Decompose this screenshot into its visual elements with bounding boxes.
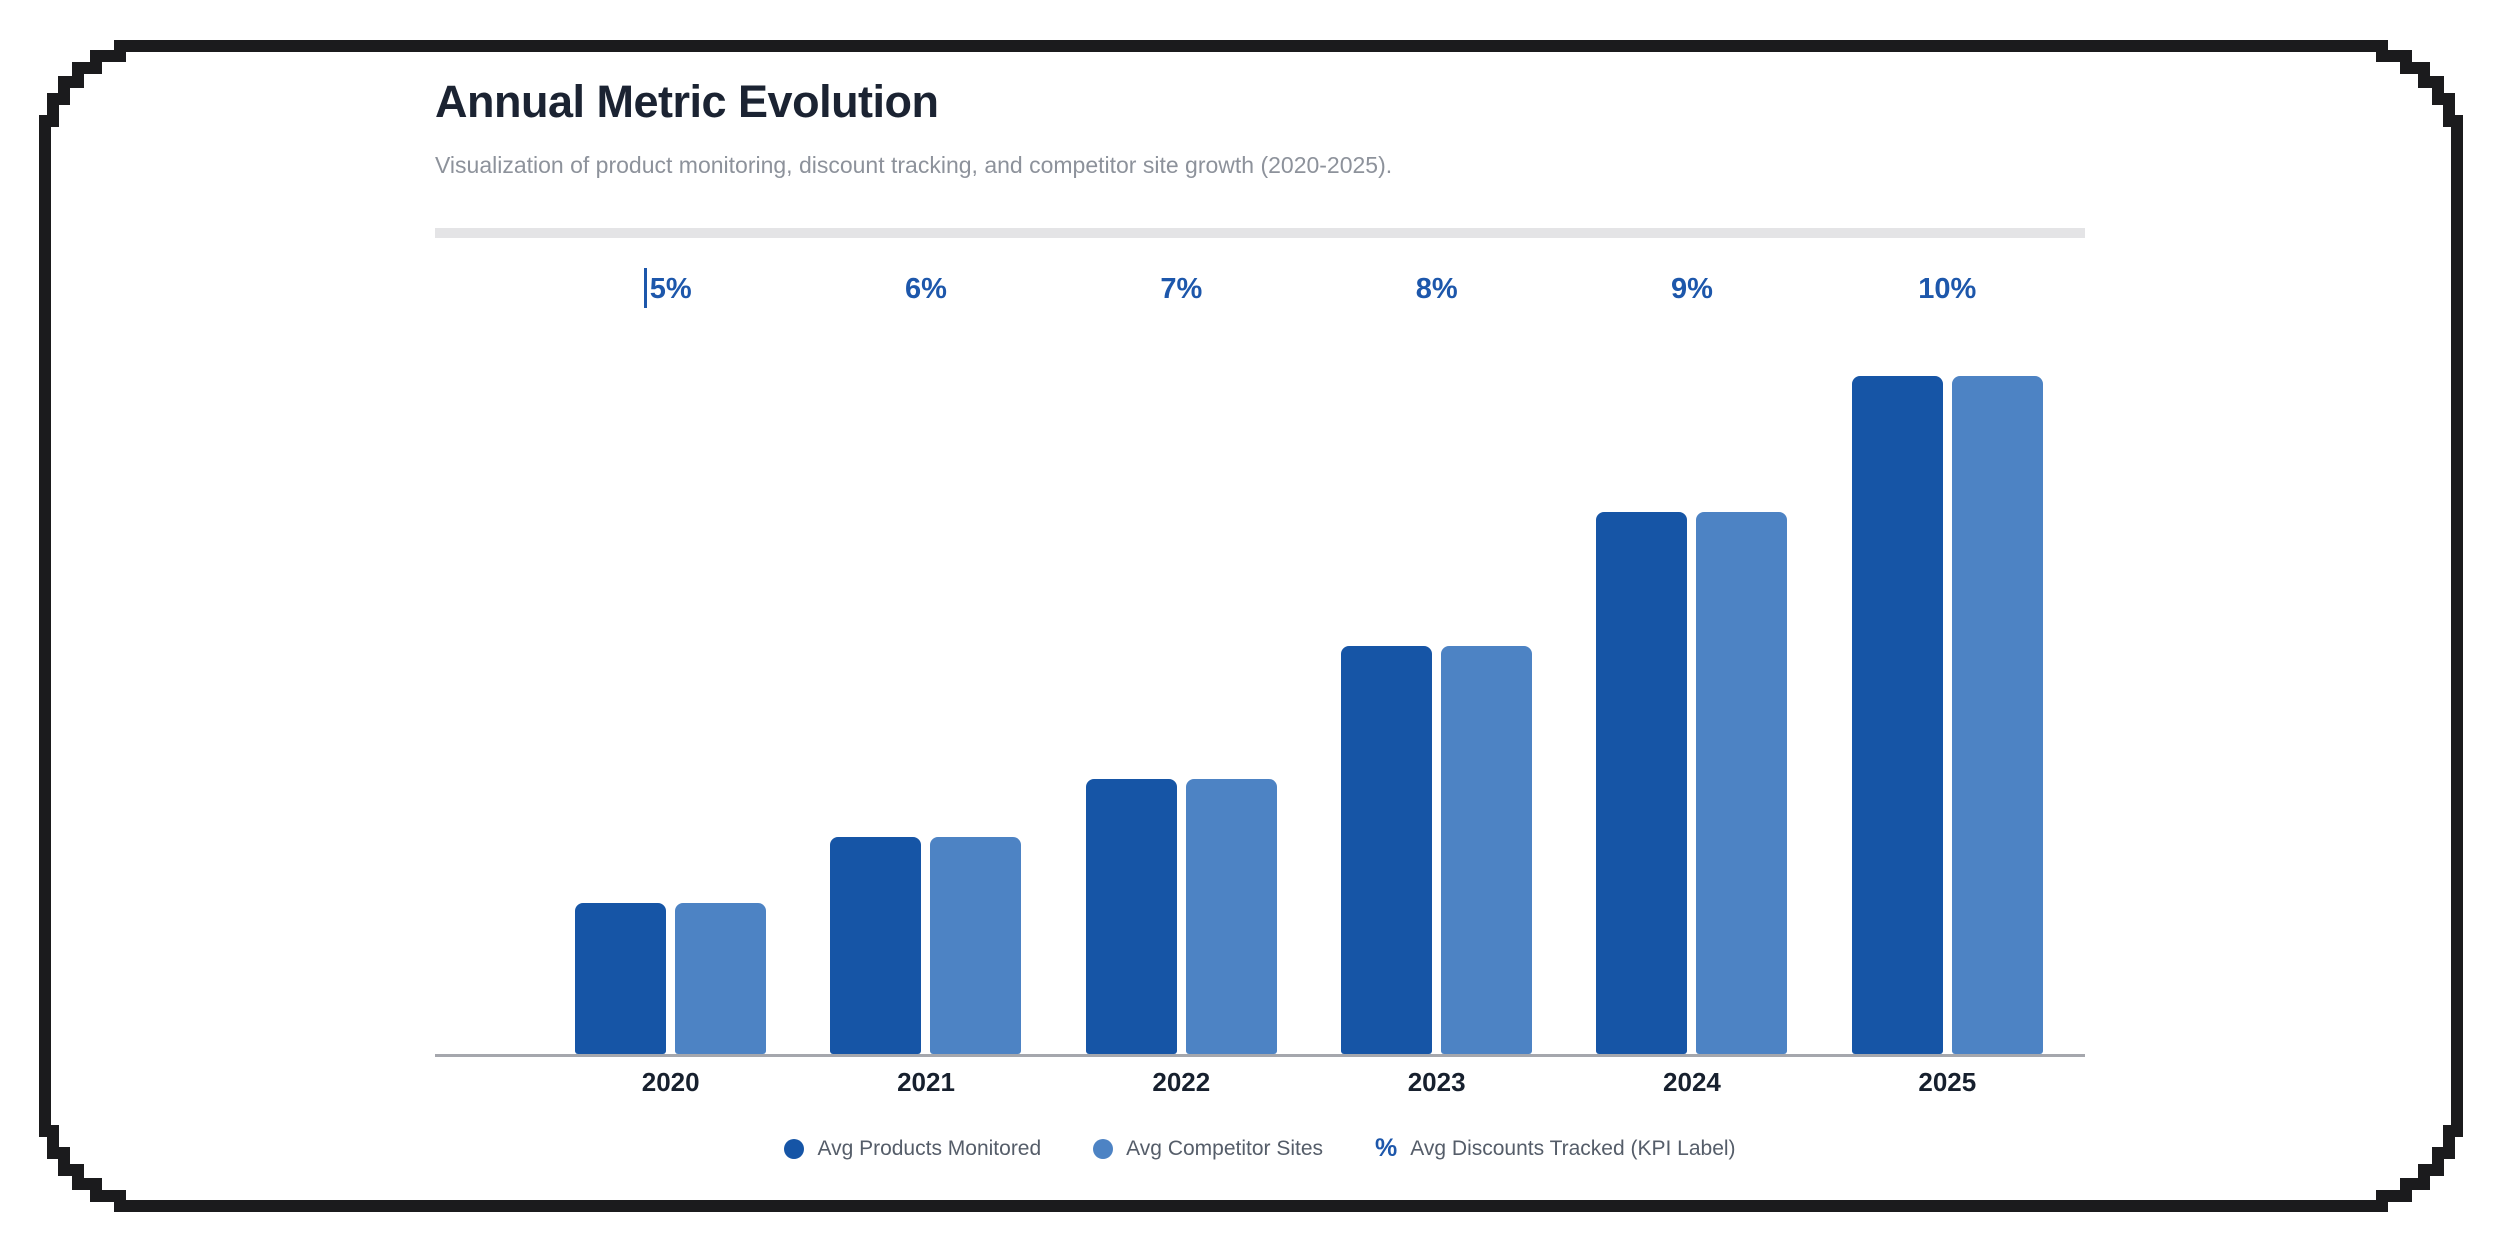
- legend-dot-icon: [784, 1138, 805, 1159]
- x-tick-label: 2024: [1663, 1066, 1721, 1097]
- legend-dot-icon: [1093, 1138, 1114, 1159]
- x-tick-label: 2023: [1407, 1066, 1466, 1097]
- kpi-value-label: 10%: [1918, 272, 1977, 305]
- kpi-label-cell: 10%: [1820, 266, 2075, 312]
- kpi-value-label: 6%: [905, 272, 947, 305]
- bar-group-2025: [1820, 376, 2075, 1054]
- bar-pair: [1596, 376, 1788, 1054]
- bar-pair: [830, 376, 1022, 1054]
- kpi-label-row: 5% 6% 7% 8% 9% 10%: [543, 266, 2075, 312]
- bar-avg-products-monitored-2024[interactable]: [1596, 512, 1688, 1054]
- kpi-value-label: 9%: [1671, 272, 1713, 305]
- chart-subtitle: Visualization of product monitoring, dis…: [435, 152, 1393, 178]
- x-axis-line: [435, 1054, 2085, 1057]
- x-axis-tick-row: 2020 2021 2022 2023 2024 2025: [543, 1064, 2075, 1100]
- x-tick-label: 2021: [897, 1066, 955, 1097]
- kpi-value-label: 8%: [1415, 272, 1458, 305]
- chart-title: Annual Metric Evolution: [435, 76, 939, 127]
- bar-avg-products-monitored-2021[interactable]: [830, 837, 922, 1054]
- bar-avg-products-monitored-2020[interactable]: [575, 903, 667, 1054]
- bar-avg-competitor-sites-2024[interactable]: [1696, 512, 1788, 1054]
- kpi-label-cell: 6%: [798, 266, 1053, 312]
- bar-avg-products-monitored-2023[interactable]: [1341, 646, 1433, 1054]
- legend-label: Avg Discounts Tracked (KPI Label): [1410, 1136, 1736, 1160]
- bar-group-2020: [543, 376, 798, 1054]
- bar-avg-competitor-sites-2020[interactable]: [675, 903, 767, 1054]
- bar-avg-products-monitored-2022[interactable]: [1085, 779, 1177, 1054]
- bar-group-2022: [1054, 376, 1309, 1054]
- bar-pair: [575, 376, 767, 1054]
- legend-item-avg-competitor-sites[interactable]: Avg Competitor Sites: [1093, 1137, 1323, 1161]
- bar-pair: [1851, 376, 2043, 1054]
- legend-label: Avg Products Monitored: [817, 1136, 1042, 1160]
- percent-icon: %: [1375, 1134, 1398, 1162]
- x-tick-cell: 2022: [1054, 1064, 1309, 1100]
- bar-pair: [1085, 376, 1277, 1054]
- x-tick-cell: 2020: [543, 1064, 798, 1100]
- legend-item-avg-discounts-tracked[interactable]: % Avg Discounts Tracked (KPI Label): [1375, 1136, 1736, 1161]
- header-divider: [435, 228, 2085, 238]
- bar-avg-products-monitored-2025[interactable]: [1851, 376, 1943, 1054]
- x-tick-cell: 2023: [1309, 1064, 1564, 1100]
- bar-group-2024: [1564, 376, 1819, 1054]
- bar-avg-competitor-sites-2025[interactable]: [1951, 376, 2043, 1054]
- kpi-label-cell: 9%: [1564, 266, 1819, 312]
- x-tick-label: 2020: [641, 1066, 700, 1097]
- bar-group-2023: [1309, 376, 1564, 1054]
- kpi-label-cell: 5%: [543, 266, 798, 312]
- chart-legend: Avg Products Monitored Avg Competitor Sit…: [435, 1136, 2085, 1161]
- x-tick-cell: 2025: [1820, 1064, 2075, 1100]
- legend-item-avg-products-monitored[interactable]: Avg Products Monitored: [784, 1137, 1041, 1161]
- kpi-value-label: 5%: [649, 272, 692, 305]
- kpi-label-cell: 7%: [1054, 266, 1309, 312]
- legend-label: Avg Competitor Sites: [1126, 1136, 1324, 1160]
- x-tick-label: 2025: [1918, 1066, 1977, 1097]
- text-caret-artifact: [644, 268, 647, 308]
- x-tick-cell: 2021: [798, 1064, 1053, 1100]
- kpi-value-label: 7%: [1160, 272, 1203, 305]
- x-tick-cell: 2024: [1564, 1064, 1819, 1100]
- bar-pair: [1341, 376, 1533, 1054]
- bar-chart-plot-area: [543, 376, 2075, 1054]
- bar-avg-competitor-sites-2021[interactable]: [930, 837, 1022, 1054]
- bar-avg-competitor-sites-2023[interactable]: [1441, 646, 1533, 1054]
- bar-avg-competitor-sites-2022[interactable]: [1185, 779, 1277, 1054]
- bar-group-2021: [798, 376, 1053, 1054]
- x-tick-label: 2022: [1152, 1066, 1211, 1097]
- kpi-label-cell: 8%: [1309, 266, 1564, 312]
